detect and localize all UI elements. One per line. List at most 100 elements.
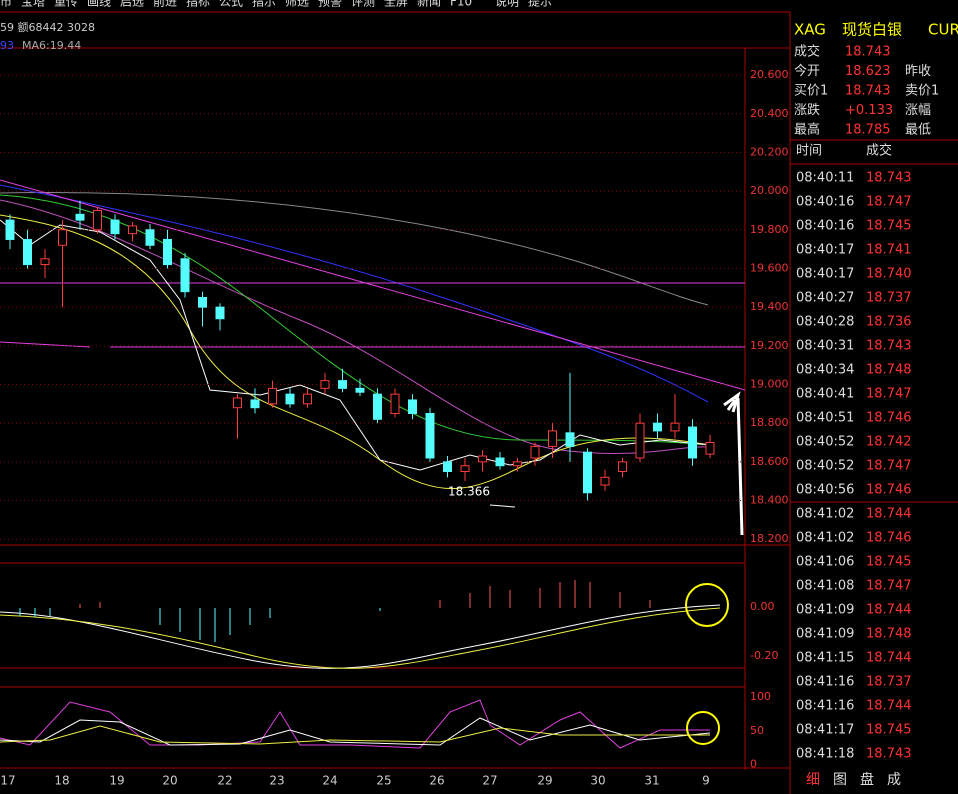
trade-time: 08:41:08 <box>796 579 854 594</box>
y-tick-label: 20.000 <box>750 184 789 197</box>
menu-item[interactable]: 指标 <box>186 0 210 9</box>
date-label: 24 <box>322 774 337 788</box>
candle-body <box>495 457 505 467</box>
menu-item[interactable]: 市 <box>0 0 12 9</box>
trade-price: 18.748 <box>866 627 912 642</box>
candle-body <box>513 461 522 467</box>
date-label: 20 <box>162 774 177 788</box>
y-tick-label: 18.400 <box>750 494 789 507</box>
trade-price: 18.745 <box>866 219 912 234</box>
indicator-lines <box>0 179 746 749</box>
candle-body <box>670 422 680 432</box>
candle-body <box>58 229 67 246</box>
trade-price: 18.744 <box>866 603 912 618</box>
menu-item[interactable]: F10 <box>450 0 472 9</box>
trade-price: 18.746 <box>866 411 912 426</box>
date-label: 19 <box>109 774 124 788</box>
menu-item[interactable]: 筛选 <box>285 0 309 9</box>
candle-body <box>460 465 470 473</box>
candle-body <box>688 426 697 459</box>
y-tick-label: 18.600 <box>750 455 789 468</box>
candle-body <box>110 219 120 235</box>
menu-item[interactable]: 重传 <box>54 0 78 9</box>
candle-body <box>565 432 575 447</box>
volume-info: 59 额68442 3028 <box>0 21 95 34</box>
menu-item[interactable]: 全屏 <box>384 0 408 9</box>
suffix: CUR <box>928 21 958 39</box>
candle-body <box>373 393 382 420</box>
tab[interactable]: 图 <box>833 772 847 788</box>
candle-body <box>548 430 557 447</box>
candle-body <box>40 258 50 266</box>
candle-body <box>653 422 662 432</box>
y-tick-label: 0.00 <box>750 600 775 613</box>
trade-price: 18.747 <box>866 459 912 474</box>
menu-item[interactable]: 画线 <box>87 0 111 9</box>
candle-body <box>23 238 32 266</box>
trade-price: 18.747 <box>866 579 912 594</box>
trade-time: 08:41:15 <box>796 651 854 666</box>
trade-price: 18.744 <box>866 651 912 666</box>
candle-body <box>268 387 277 405</box>
y-tick-label: 50 <box>750 724 764 737</box>
candle-body <box>5 219 15 240</box>
trade-price: 18.745 <box>866 555 912 570</box>
candle-body <box>163 238 172 266</box>
trade-time: 08:41:02 <box>796 531 854 546</box>
trade-time: 08:40:16 <box>796 219 854 234</box>
trade-time: 08:41:02 <box>796 507 854 522</box>
candle-body <box>198 296 207 308</box>
date-label: 30 <box>590 774 605 788</box>
low-annotation: 18.366 <box>448 485 490 499</box>
trade-price: 18.737 <box>866 291 912 306</box>
trade-price: 18.744 <box>866 699 912 714</box>
trade-time: 08:40:34 <box>796 363 854 378</box>
quote-label: 成交 <box>794 44 820 60</box>
candle-body <box>583 451 592 494</box>
quote-value: 18.623 <box>845 64 891 79</box>
trade-time: 08:41:06 <box>796 555 854 570</box>
tab[interactable]: 盘 <box>860 771 874 788</box>
y-tick-label: 18.800 <box>750 416 789 429</box>
trade-time: 08:40:41 <box>796 387 854 402</box>
tab[interactable]: 成 <box>887 772 901 788</box>
symbol: XAG <box>794 21 826 39</box>
menu-item[interactable]: 新闻 <box>417 0 441 9</box>
candle-body <box>233 397 242 409</box>
quote-value: 18.743 <box>845 84 891 99</box>
quote-label: 买价1 <box>794 84 828 99</box>
quote-label: 卖价1 <box>905 84 939 99</box>
trade-time: 08:40:17 <box>796 243 854 258</box>
trade-price: 18.742 <box>866 435 912 450</box>
menu-item[interactable]: 宝塔 <box>21 0 45 9</box>
trade-time: 08:40:56 <box>796 483 854 498</box>
y-tick-label: 19.600 <box>750 261 789 274</box>
menu-item[interactable]: 提示 <box>528 0 552 9</box>
trade-price: 18.746 <box>866 483 912 498</box>
date-label: 27 <box>482 774 497 788</box>
menu-item[interactable]: 预警 <box>318 0 342 9</box>
ma-info: 93 <box>0 39 14 52</box>
menu-item[interactable]: 评测 <box>351 0 375 9</box>
candle-body <box>618 461 627 473</box>
y-tick-label: 100 <box>750 690 771 703</box>
candle-body <box>600 476 610 486</box>
tab[interactable]: 细 <box>806 772 820 788</box>
y-tick-label: 20.600 <box>750 68 789 81</box>
date-label: 26 <box>429 774 444 788</box>
trade-time: 08:40:31 <box>796 339 854 354</box>
trade-price: 18.745 <box>866 723 912 738</box>
trade-time: 08:41:18 <box>796 747 854 762</box>
candle-body <box>443 461 452 473</box>
quote-label: 最低 <box>905 123 931 138</box>
menu-item[interactable]: 指示 <box>252 0 276 9</box>
menu-item[interactable]: 说明 <box>495 0 519 9</box>
menu-item[interactable]: 公式 <box>219 0 243 9</box>
trade-time: 08:40:27 <box>796 291 854 306</box>
menu-item[interactable]: 前进 <box>153 0 177 9</box>
quote-label: 涨幅 <box>905 103 931 118</box>
candle-body <box>530 445 540 459</box>
candle-body <box>180 258 190 293</box>
y-tick-label: 19.000 <box>750 377 789 390</box>
menu-item[interactable]: 启选 <box>120 0 144 9</box>
